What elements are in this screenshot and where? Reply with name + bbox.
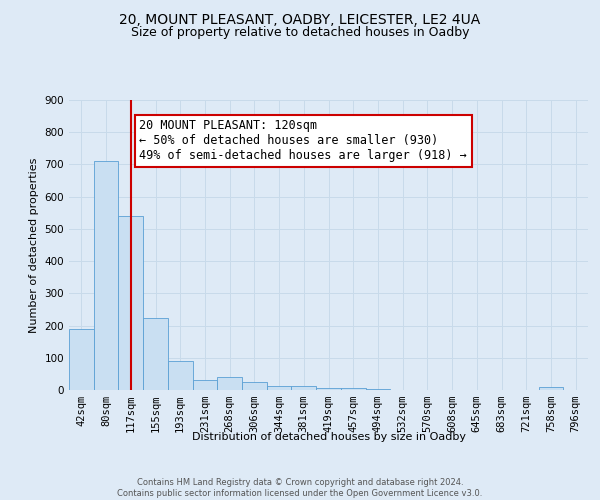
Bar [341,388,365,390]
Text: Distribution of detached houses by size in Oadby: Distribution of detached houses by size … [192,432,466,442]
Bar [143,318,168,390]
Bar [217,377,242,390]
Bar [168,361,193,390]
Text: 20, MOUNT PLEASANT, OADBY, LEICESTER, LE2 4UA: 20, MOUNT PLEASANT, OADBY, LEICESTER, LE… [119,12,481,26]
Text: Contains HM Land Registry data © Crown copyright and database right 2024.
Contai: Contains HM Land Registry data © Crown c… [118,478,482,498]
Bar [242,382,267,390]
Bar [365,389,390,390]
Bar [69,329,94,390]
Text: Size of property relative to detached houses in Oadby: Size of property relative to detached ho… [131,26,469,39]
Bar [118,216,143,390]
Bar [316,388,341,390]
Text: 20 MOUNT PLEASANT: 120sqm
← 50% of detached houses are smaller (930)
49% of semi: 20 MOUNT PLEASANT: 120sqm ← 50% of detac… [139,120,467,162]
Y-axis label: Number of detached properties: Number of detached properties [29,158,39,332]
Bar [193,380,217,390]
Bar [292,386,316,390]
Bar [94,161,118,390]
Bar [267,386,292,390]
Bar [539,388,563,390]
